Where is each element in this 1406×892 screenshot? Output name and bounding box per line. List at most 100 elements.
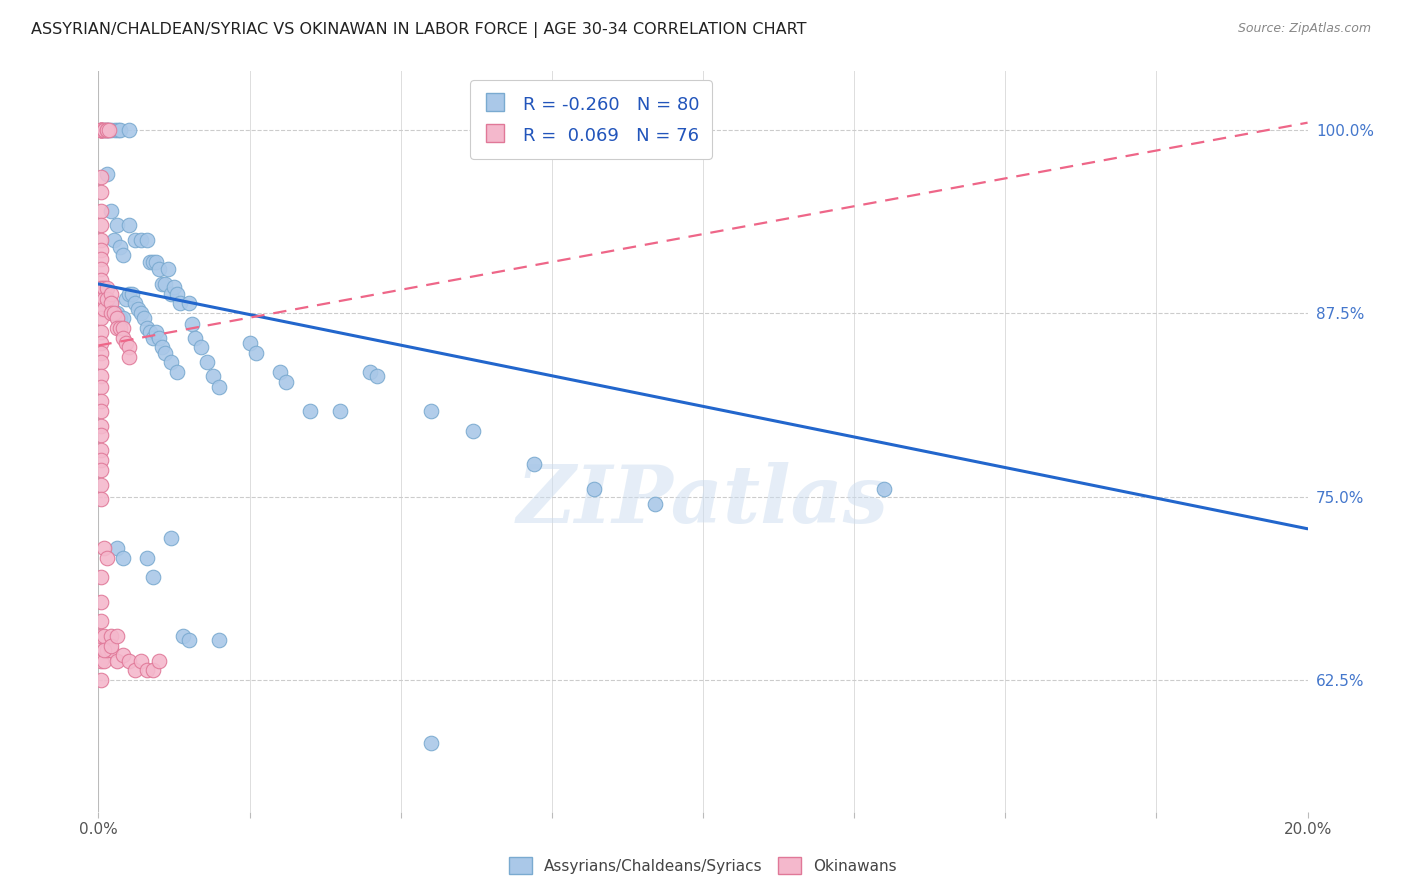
Point bbox=[360, 365, 382, 379]
Point bbox=[105, 629, 128, 643]
Point bbox=[111, 331, 134, 345]
Point bbox=[90, 123, 112, 137]
Point bbox=[105, 321, 128, 335]
Point bbox=[100, 203, 122, 218]
Point bbox=[111, 247, 134, 261]
Point bbox=[420, 404, 443, 418]
Point bbox=[93, 292, 115, 306]
Point bbox=[96, 123, 118, 137]
Point bbox=[90, 244, 112, 258]
Point bbox=[96, 281, 118, 295]
Point bbox=[245, 346, 267, 360]
Legend: Assyrians/Chaldeans/Syriacs, Okinawans: Assyrians/Chaldeans/Syriacs, Okinawans bbox=[503, 851, 903, 880]
Point bbox=[90, 301, 112, 316]
Point bbox=[103, 233, 125, 247]
Point bbox=[107, 123, 129, 137]
Point bbox=[96, 643, 118, 657]
Point bbox=[90, 185, 112, 199]
Point bbox=[239, 335, 262, 350]
Point bbox=[105, 219, 128, 233]
Point bbox=[90, 346, 112, 360]
Point bbox=[108, 310, 131, 325]
Point bbox=[98, 123, 121, 137]
Point bbox=[90, 369, 112, 384]
Point bbox=[96, 167, 118, 181]
Point bbox=[118, 340, 141, 354]
Point bbox=[103, 306, 125, 320]
Point bbox=[160, 354, 183, 368]
Point bbox=[90, 335, 112, 350]
Point bbox=[90, 477, 112, 491]
Point bbox=[93, 123, 115, 137]
Point bbox=[179, 633, 201, 648]
Point bbox=[644, 497, 666, 511]
Point bbox=[523, 457, 546, 471]
Point bbox=[166, 287, 188, 301]
Point bbox=[299, 404, 322, 418]
Point bbox=[160, 531, 183, 545]
Point bbox=[90, 419, 112, 434]
Point bbox=[90, 492, 112, 507]
Point bbox=[90, 654, 112, 668]
Text: Source: ZipAtlas.com: Source: ZipAtlas.com bbox=[1237, 22, 1371, 36]
Point bbox=[148, 654, 170, 668]
Point bbox=[100, 296, 122, 310]
Point bbox=[90, 281, 112, 295]
Point bbox=[90, 123, 112, 137]
Point bbox=[195, 354, 218, 368]
Point bbox=[103, 306, 125, 320]
Point bbox=[190, 340, 212, 354]
Point bbox=[93, 643, 115, 657]
Point bbox=[150, 277, 173, 291]
Point bbox=[121, 287, 143, 301]
Point bbox=[208, 379, 231, 393]
Point bbox=[90, 123, 112, 137]
Point bbox=[96, 292, 118, 306]
Point bbox=[105, 654, 128, 668]
Point bbox=[93, 301, 115, 316]
Point bbox=[172, 629, 194, 643]
Point bbox=[100, 306, 122, 320]
Point bbox=[90, 463, 112, 477]
Point bbox=[90, 123, 112, 137]
Point bbox=[90, 123, 112, 137]
Point bbox=[184, 331, 207, 345]
Point bbox=[148, 262, 170, 277]
Point bbox=[873, 482, 896, 496]
Point bbox=[100, 296, 122, 310]
Point bbox=[163, 280, 186, 294]
Point bbox=[148, 331, 170, 345]
Point bbox=[90, 272, 112, 286]
Point bbox=[202, 369, 225, 384]
Point bbox=[132, 310, 155, 325]
Point bbox=[153, 277, 176, 291]
Point bbox=[105, 541, 128, 555]
Point bbox=[90, 629, 112, 643]
Text: ASSYRIAN/CHALDEAN/SYRIAC VS OKINAWAN IN LABOR FORCE | AGE 30-34 CORRELATION CHAR: ASSYRIAN/CHALDEAN/SYRIAC VS OKINAWAN IN … bbox=[31, 22, 807, 38]
Point bbox=[90, 570, 112, 584]
Point bbox=[135, 233, 157, 247]
Point bbox=[90, 595, 112, 609]
Point bbox=[118, 123, 141, 137]
Point bbox=[96, 123, 118, 137]
Point bbox=[96, 551, 118, 566]
Point bbox=[93, 281, 115, 295]
Point bbox=[90, 639, 112, 653]
Point bbox=[93, 123, 115, 137]
Point bbox=[124, 296, 146, 310]
Point bbox=[160, 287, 183, 301]
Point bbox=[156, 262, 179, 277]
Point bbox=[145, 255, 167, 269]
Point bbox=[274, 375, 297, 389]
Point bbox=[105, 306, 128, 320]
Point bbox=[111, 310, 134, 325]
Point bbox=[100, 643, 122, 657]
Point bbox=[90, 169, 112, 184]
Point bbox=[139, 326, 162, 340]
Point bbox=[90, 428, 112, 442]
Point bbox=[169, 296, 191, 310]
Point bbox=[127, 301, 149, 316]
Point bbox=[93, 541, 115, 555]
Point bbox=[90, 394, 112, 409]
Point bbox=[129, 654, 152, 668]
